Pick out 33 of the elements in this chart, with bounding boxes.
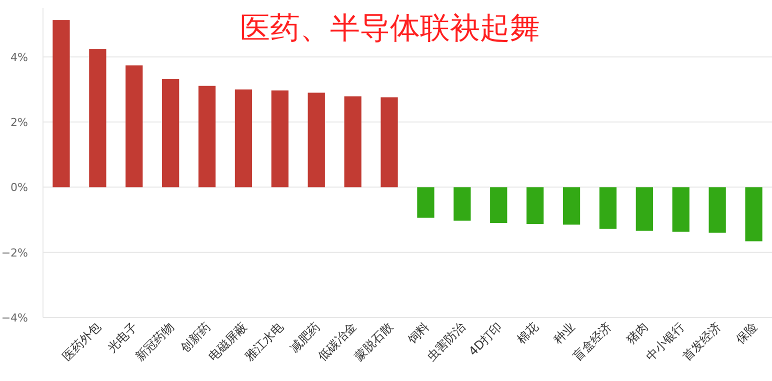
chart-title: 医药、半导体联袂起舞 <box>240 11 540 46</box>
bar <box>599 187 617 229</box>
y-tick-label: −2% <box>1 246 28 260</box>
bar <box>417 187 434 218</box>
y-tick-label: 0% <box>10 181 28 194</box>
bar <box>198 86 216 188</box>
bar <box>234 89 252 188</box>
bar <box>454 187 471 221</box>
bar <box>708 187 726 233</box>
bar <box>52 20 70 188</box>
y-tick-label: 4% <box>10 50 28 64</box>
bar <box>89 49 106 188</box>
y-tick-label: −4% <box>1 312 28 324</box>
x-tick-label: 饲料 <box>404 320 432 348</box>
x-tick-label: 医药外包 <box>60 320 104 364</box>
bar <box>162 79 180 188</box>
bar <box>490 187 508 224</box>
bar <box>271 90 288 188</box>
bar <box>636 187 653 231</box>
bar <box>380 97 398 188</box>
bar <box>126 65 143 188</box>
x-tick-label: 种业 <box>550 320 578 347</box>
bar <box>562 187 580 225</box>
x-tick-label: 棉花 <box>514 320 542 347</box>
x-tick-label: 4D打印 <box>466 320 505 359</box>
bar <box>526 187 544 224</box>
x-tick-label: 猪肉 <box>624 320 651 347</box>
bar <box>344 96 362 188</box>
x-tick-label: 保险 <box>733 320 760 347</box>
bar <box>672 187 690 232</box>
y-tick-label: 2% <box>10 116 28 130</box>
bar <box>308 92 325 188</box>
bar <box>745 187 762 242</box>
